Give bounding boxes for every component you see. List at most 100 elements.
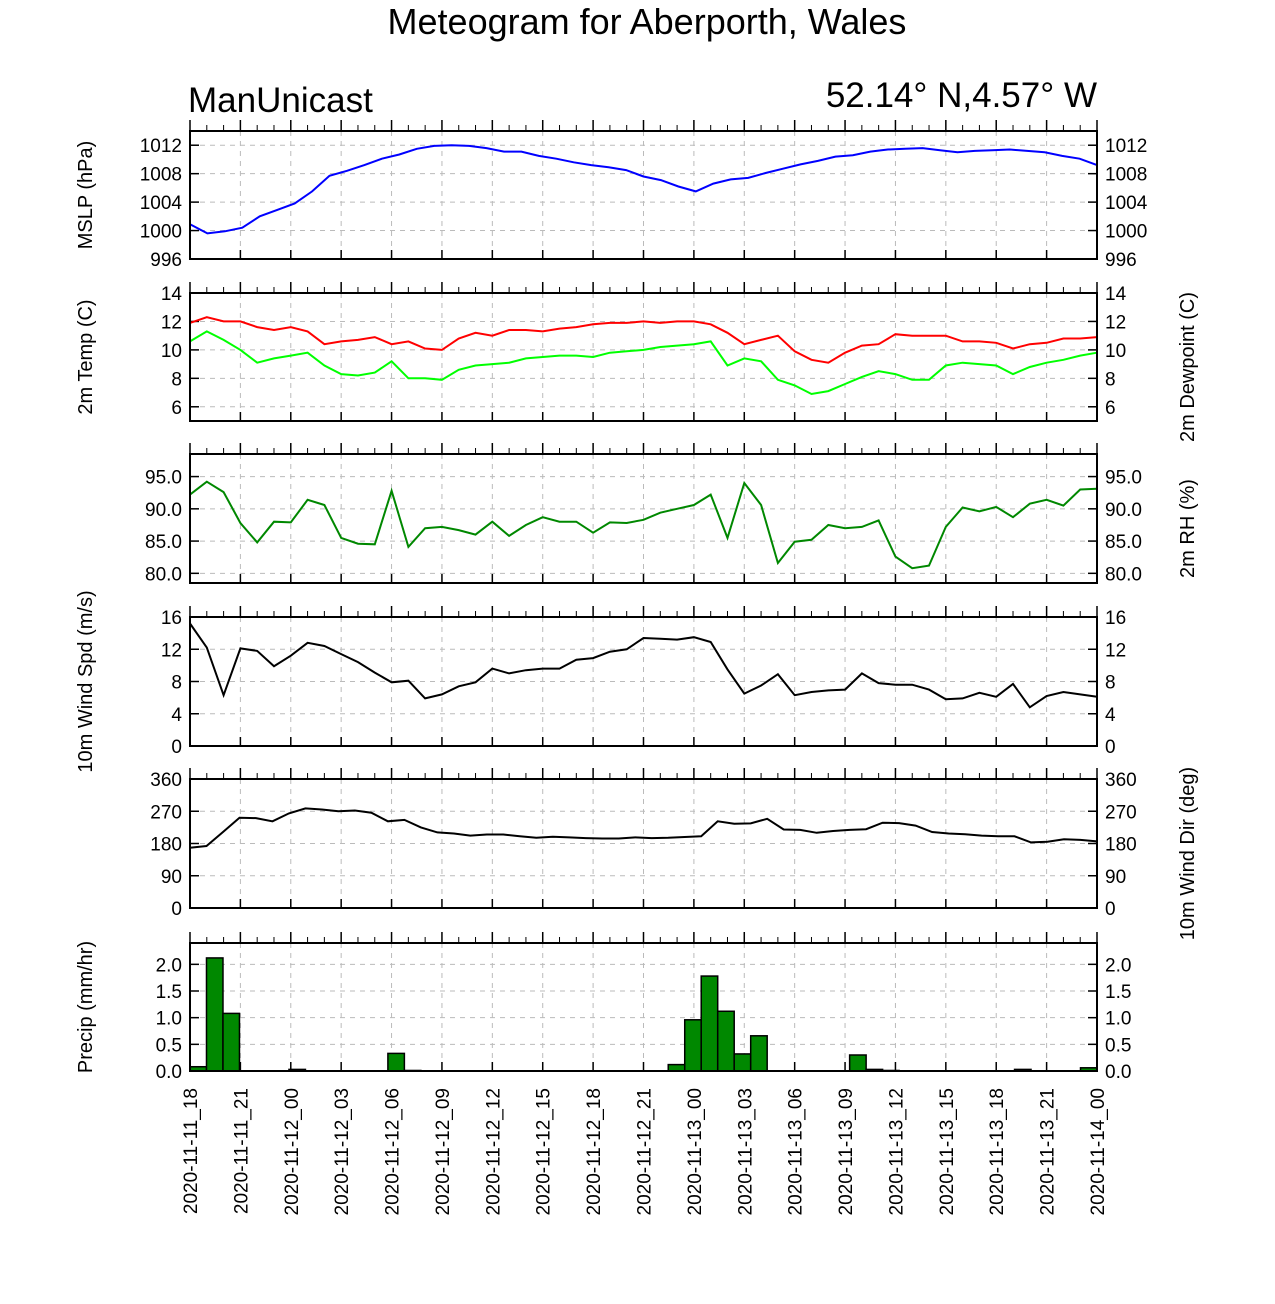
- precip-bar: [205, 957, 224, 1072]
- time-label: 2020-11-11_21: [231, 1088, 252, 1214]
- series-line-1: [189, 622, 1098, 709]
- panel-5: 0 0 90 90 180 180 270 270 360 360 10m Wind Dir (de…: [150, 767, 1199, 940]
- y-tick-label: 10: [161, 341, 182, 362]
- y-tick-label: 14: [161, 284, 183, 305]
- y-tick-label-right: 12: [1105, 640, 1126, 661]
- panel-4: 0 0 4 4 8 8 12 12 16 16 10m Wind Spd (m/s): [75, 590, 1126, 772]
- series-line-1: [189, 316, 1098, 364]
- precip-bar: [848, 1054, 867, 1072]
- y-tick-label: 0: [171, 899, 182, 920]
- precip-bar: [716, 1010, 735, 1072]
- y-tick-label-right: 0.5: [1105, 1035, 1131, 1056]
- time-label: 2020-11-13_12: [886, 1088, 907, 1215]
- y-tick-label: 80.0: [145, 564, 182, 585]
- y-tick-label-right: 16: [1105, 608, 1126, 629]
- y-tick-label-right: 2.0: [1105, 955, 1131, 976]
- y-tick-label: 6: [171, 398, 182, 419]
- panel-1: 996 996 1000 1000 1004 1004 1008 1008 1012 1012 MS…: [75, 120, 1148, 271]
- panel-frame: [189, 778, 1098, 909]
- time-label: 2020-11-12_03: [332, 1088, 353, 1215]
- y-tick-label: 90: [161, 867, 182, 888]
- panel-6: 0.0 0.0 0.5 0.5 1.0 1.0 1.5 1.5 2.0 2.0 Precip (mm…: [75, 932, 1131, 1083]
- y-tick-label: 180: [150, 835, 182, 856]
- time-label: 2020-11-12_00: [282, 1088, 303, 1215]
- time-label: 2020-11-14_00: [1088, 1088, 1109, 1215]
- y-axis-label: MSLP (hPa): [75, 141, 97, 250]
- y-tick-label-right: 90: [1105, 867, 1126, 888]
- precip-bar: [700, 975, 719, 1072]
- y-tick-label-right: 8: [1105, 369, 1116, 390]
- y-tick-label: 1008: [140, 165, 182, 186]
- y-tick-label-right: 0.0: [1105, 1062, 1131, 1083]
- time-label: 2020-11-12_21: [635, 1088, 656, 1215]
- y-tick-label: 2.0: [156, 955, 182, 976]
- y-tick-label-right: 1.5: [1105, 982, 1131, 1003]
- y-tick-label: 90.0: [145, 500, 182, 521]
- time-label: 2020-11-13_09: [836, 1088, 857, 1215]
- y-tick-label-right: 80.0: [1105, 564, 1142, 585]
- y-tick-label: 360: [150, 770, 182, 791]
- y-tick-label-right: 90.0: [1105, 500, 1142, 521]
- y-tick-label-right: 4: [1105, 705, 1116, 726]
- y-tick-label: 85.0: [145, 532, 182, 553]
- y-tick-label: 0: [171, 737, 182, 758]
- series-line-1: [189, 144, 1098, 235]
- time-label: 2020-11-12_18: [584, 1088, 605, 1215]
- precip-bar: [387, 1052, 406, 1072]
- time-label: 2020-11-12_15: [534, 1088, 555, 1215]
- panel-frame: [189, 942, 1098, 1072]
- y-tick-label-right: 360: [1105, 770, 1137, 791]
- series-line-1: [189, 480, 1098, 570]
- precip-bar: [222, 1012, 241, 1072]
- y-tick-label: 16: [161, 608, 182, 629]
- y-tick-label: 1012: [140, 136, 182, 157]
- y-axis-label-right: 2m RH (%): [1177, 479, 1199, 578]
- time-label: 2020-11-13_03: [735, 1088, 756, 1215]
- model-label: ManUnicast: [188, 81, 373, 120]
- y-axis-label-right: 10m Wind Dir (deg): [1177, 767, 1199, 940]
- time-label: 2020-11-13_06: [786, 1088, 807, 1215]
- time-label: 2020-11-12_06: [383, 1088, 404, 1215]
- y-tick-label-right: 270: [1105, 802, 1137, 823]
- panel-3: 80.0 80.0 85.0 85.0 90.0 90.0 95.0 95.0 2m RH (%…: [145, 443, 1199, 585]
- panel-2: 6 6 8 8 10 10 12 12 14 14 2m Temp (C) 2m Dewpoint (…: [75, 282, 1199, 442]
- time-label: 2020-11-13_00: [685, 1088, 706, 1215]
- y-tick-label-right: 996: [1105, 250, 1137, 271]
- y-tick-label: 12: [161, 312, 182, 333]
- y-axis-label-right: 2m Dewpoint (C): [1177, 292, 1199, 442]
- time-label: 2020-11-11_18: [181, 1088, 202, 1214]
- y-tick-label-right: 0: [1105, 899, 1116, 920]
- y-tick-label-right: 1008: [1105, 165, 1147, 186]
- panel-frame: [189, 292, 1098, 422]
- precip-bar: [749, 1035, 768, 1072]
- y-tick-label: 996: [150, 250, 182, 271]
- y-tick-label: 8: [171, 369, 182, 390]
- time-label: 2020-11-12_12: [483, 1088, 504, 1215]
- y-tick-label-right: 1.0: [1105, 1009, 1131, 1030]
- time-label: 2020-11-13_15: [937, 1088, 958, 1215]
- y-axis-label: Precip (mm/hr): [75, 941, 97, 1073]
- y-axis-label: 2m Temp (C): [75, 299, 97, 414]
- y-tick-label: 270: [150, 802, 182, 823]
- y-tick-label-right: 1004: [1105, 193, 1148, 214]
- y-tick-label: 1000: [140, 222, 182, 243]
- y-tick-label: 0.5: [156, 1035, 182, 1056]
- y-tick-label-right: 85.0: [1105, 532, 1142, 553]
- y-tick-label: 1.0: [156, 1009, 182, 1030]
- location-label: 52.14° N,4.57° W: [826, 76, 1097, 115]
- series-line-2: [189, 330, 1098, 396]
- time-label: 2020-11-13_18: [987, 1088, 1008, 1215]
- precip-bar: [733, 1053, 752, 1072]
- precip-bar: [683, 1019, 702, 1072]
- panel-frame: [189, 616, 1098, 747]
- y-tick-label: 12: [161, 640, 182, 661]
- y-tick-label-right: 1000: [1105, 222, 1147, 243]
- y-tick-label-right: 180: [1105, 835, 1137, 856]
- y-tick-label-right: 10: [1105, 341, 1126, 362]
- y-tick-label: 0.0: [156, 1062, 182, 1083]
- series-line-1: [189, 807, 1098, 849]
- y-tick-label: 1004: [140, 193, 183, 214]
- time-label: 2020-11-13_21: [1038, 1088, 1059, 1215]
